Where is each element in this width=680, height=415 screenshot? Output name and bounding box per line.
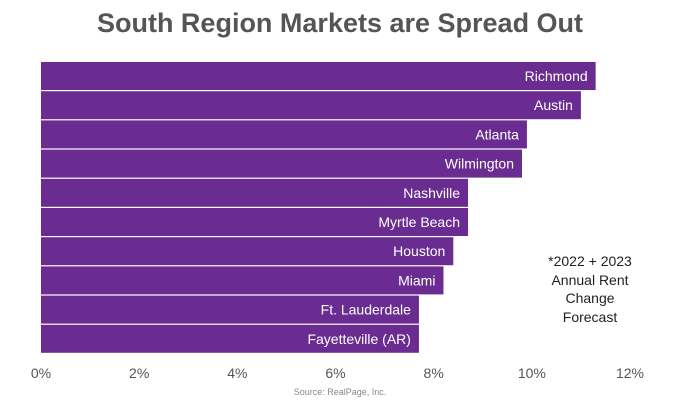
bar-label: Myrtle Beach (378, 214, 460, 230)
bar-wilmington (41, 149, 523, 178)
bar-label: Miami (398, 272, 435, 288)
bar-austin (41, 91, 581, 120)
bar-label: Ft. Lauderdale (321, 302, 411, 318)
forecast-annotation: *2022 + 2023 Annual Rent Change Forecast (530, 252, 650, 326)
bar-nashville (41, 178, 469, 207)
bar-fayetteville-ar (41, 324, 419, 353)
x-tick-label: 12% (616, 365, 644, 381)
bar-atlanta (41, 120, 527, 149)
bar-label: Richmond (525, 68, 588, 84)
bar-label: Houston (393, 243, 445, 259)
source-note: Source: RealPage, Inc. (293, 387, 387, 397)
x-tick-label: 8% (424, 365, 444, 381)
x-axis: 0% 2% 4% 6% 8% 10% 12% (31, 365, 644, 381)
x-tick-label: 10% (518, 365, 546, 381)
x-tick-label: 6% (325, 365, 345, 381)
bar-label: Fayetteville (AR) (307, 331, 410, 347)
annotation-line: Change (565, 290, 615, 306)
chart-title: South Region Markets are Spread Out (96, 8, 584, 38)
bar-ft-lauderdale (41, 295, 419, 324)
bar-label: Nashville (403, 185, 460, 201)
bar-richmond (41, 62, 596, 90)
bar-miami (41, 266, 444, 295)
x-tick-label: 4% (227, 365, 247, 381)
bar-label: Wilmington (445, 156, 514, 172)
bar-label: Austin (534, 97, 573, 113)
bar-houston (41, 237, 454, 266)
bar-myrtle-beach (41, 208, 469, 236)
annotation-line: Forecast (562, 308, 618, 325)
x-tick-label: 2% (129, 365, 149, 381)
annotation-line: *2022 + 2023 (548, 253, 632, 269)
annotation-line: Annual Rent (551, 271, 629, 288)
bar-label: Atlanta (475, 126, 519, 142)
bars-layer: Richmond Austin Atlanta Wilmington Nashville… (41, 62, 596, 353)
x-tick-label: 0% (31, 365, 51, 381)
